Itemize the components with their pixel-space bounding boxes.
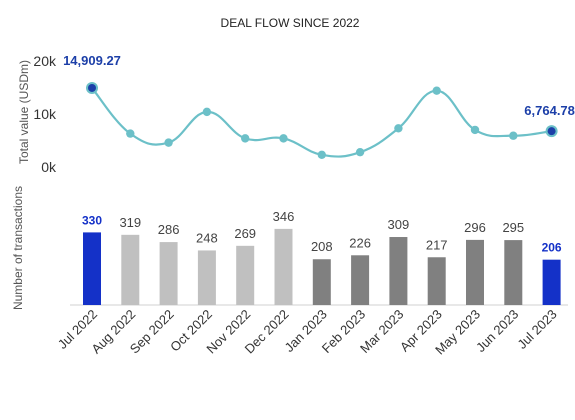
bar bbox=[427, 257, 446, 305]
line-labels: 14,909.27 6,764.78 bbox=[63, 53, 575, 118]
bar-value-label: 309 bbox=[388, 217, 410, 232]
line-y-tick: 20k bbox=[33, 53, 57, 69]
chart-title: DEAL FLOW SINCE 2022 bbox=[221, 16, 360, 30]
line-y-tick: 0k bbox=[41, 159, 57, 175]
bar-value-label: 269 bbox=[234, 226, 256, 241]
line-y-axis-label: Total value (USDm) bbox=[17, 60, 31, 164]
line-point bbox=[164, 138, 173, 147]
bar-value-label: 295 bbox=[502, 220, 524, 235]
line-label-last: 6,764.78 bbox=[524, 103, 575, 118]
bar-value-label: 319 bbox=[119, 215, 141, 230]
line-point bbox=[317, 150, 326, 160]
line-point bbox=[202, 107, 212, 117]
bar bbox=[236, 245, 255, 305]
bar-value-label: 286 bbox=[158, 222, 180, 237]
bar bbox=[351, 255, 370, 305]
bar-value-label: 217 bbox=[426, 237, 448, 252]
bar bbox=[389, 237, 408, 305]
bar-value-label: 206 bbox=[542, 241, 562, 255]
line-point bbox=[241, 134, 250, 143]
line-label-first: 14,909.27 bbox=[63, 53, 121, 68]
bar bbox=[83, 232, 101, 305]
bar bbox=[312, 259, 331, 305]
bar-labels: 330 319 286 248 269 346 208 226 309 217 296 295 206 bbox=[82, 209, 562, 255]
bar-value-label: 226 bbox=[349, 235, 371, 250]
line-y-tick: 10k bbox=[33, 106, 57, 122]
line-series bbox=[86, 81, 558, 160]
bar bbox=[274, 228, 293, 305]
line-point bbox=[432, 86, 441, 95]
line-axis: 0k 10k 20k bbox=[33, 53, 57, 175]
bar-value-label: 296 bbox=[464, 220, 486, 235]
line-point bbox=[88, 83, 96, 92]
x-tick-label: Jun 2023 bbox=[473, 307, 521, 355]
line-point bbox=[394, 124, 403, 133]
line-point bbox=[470, 125, 480, 135]
bar-value-label: 208 bbox=[311, 239, 333, 254]
bar-value-label: 330 bbox=[82, 213, 102, 227]
bar-value-label: 248 bbox=[196, 230, 218, 245]
bar bbox=[504, 240, 523, 305]
line-point bbox=[126, 129, 135, 138]
bar-value-label: 346 bbox=[273, 209, 295, 224]
bar bbox=[542, 259, 561, 305]
bar bbox=[197, 250, 216, 305]
line-point bbox=[547, 127, 556, 136]
line-point bbox=[509, 131, 518, 140]
bar bbox=[466, 239, 484, 305]
line-path bbox=[91, 87, 552, 158]
bar-series bbox=[83, 228, 561, 305]
bar bbox=[121, 234, 140, 305]
line-point bbox=[355, 147, 365, 157]
bar-y-axis-label: Number of transactions bbox=[11, 186, 25, 310]
x-tick-label: Jul 2023 bbox=[514, 307, 559, 352]
line-point bbox=[279, 134, 288, 143]
bar bbox=[159, 242, 178, 305]
